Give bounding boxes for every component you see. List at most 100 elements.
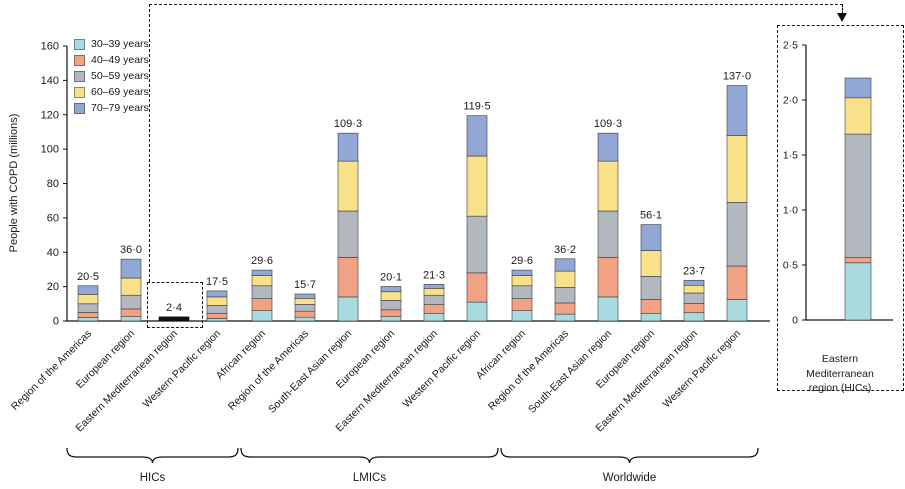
- bar-segment: [294, 298, 316, 305]
- legend: 30–39 years 40–49 years 50–59 years 60–6…: [74, 38, 149, 114]
- bar-segment: [251, 298, 273, 311]
- bar-total-label: 56·1: [640, 210, 662, 222]
- bar-segment: [640, 250, 662, 277]
- bar-total-label: 109·3: [334, 118, 362, 130]
- inset-caption: Eastern Mediterranean region (HICs): [806, 353, 874, 395]
- bar-segment: [77, 285, 99, 295]
- bar-total-label: 21·3: [423, 269, 445, 281]
- connector-dashed-vertical: [149, 4, 150, 282]
- legend-item-70-79: 70–79 years: [74, 102, 149, 114]
- bar-segment: [380, 300, 402, 311]
- bar-segment: [337, 160, 359, 212]
- bar-segment: [683, 312, 705, 322]
- y-tick-label: 140: [41, 75, 59, 87]
- inset-y-tick-label: 0: [792, 315, 798, 327]
- bar-segment: [423, 284, 445, 289]
- bar-segment: [337, 257, 359, 298]
- bar-segment: [77, 312, 99, 318]
- bar-segment: [120, 294, 142, 310]
- bar-total-label: 36·2: [554, 244, 576, 256]
- inset-bar-segment: [844, 77, 872, 99]
- x-axis-label: Western Pacific region: [660, 328, 743, 411]
- x-axis-label: Western Pacific region: [140, 328, 223, 411]
- group-brace: [66, 447, 239, 464]
- bar-segment: [337, 210, 359, 258]
- bar-segment: [726, 202, 748, 267]
- y-tick-label: 60: [47, 212, 59, 224]
- highlight-box-eastern-mediterranean-hics: [147, 282, 203, 328]
- bar-total-label: 15·7: [294, 279, 316, 291]
- bar-total-label: 2·4: [166, 302, 182, 314]
- bar-segment: [554, 313, 576, 322]
- legend-item-60-69: 60–69 years: [74, 86, 149, 98]
- bar-total-label: 109·3: [594, 118, 622, 130]
- legend-item-40-49: 40–49 years: [74, 54, 149, 66]
- bar-segment: [206, 296, 228, 306]
- y-tick-label: 160: [41, 41, 59, 53]
- bar-segment: [597, 132, 619, 162]
- bar-segment: [120, 316, 142, 322]
- bar-segment: [120, 308, 142, 318]
- bar-total-label: 23·7: [683, 265, 705, 277]
- x-axis-label: South-East Asian region: [266, 328, 354, 416]
- y-tick-label: 100: [41, 144, 59, 156]
- inset-panel: [777, 25, 904, 391]
- bar-total-label: 20·5: [77, 271, 99, 283]
- bar-segment: [554, 287, 576, 304]
- bar-segment: [251, 269, 273, 276]
- bar-total-label: 137·0: [723, 71, 751, 83]
- inset-y-tick-label: 1·5: [783, 150, 798, 162]
- inset-y-tick-label: 0·5: [783, 260, 798, 272]
- bar-segment: [337, 296, 359, 322]
- bar-total-label: 36·0: [120, 244, 142, 256]
- bar-segment: [683, 292, 705, 304]
- bar-segment: [77, 294, 99, 305]
- bar-segment: [511, 298, 533, 311]
- bar-segment: [597, 257, 619, 298]
- legend-swatch-50-59: [74, 70, 85, 82]
- bar-segment: [206, 290, 228, 298]
- bar-segment: [206, 312, 228, 319]
- legend-swatch-30-39: [74, 38, 85, 50]
- bar-segment: [380, 291, 402, 301]
- bar-segment: [294, 293, 316, 299]
- bar-segment: [511, 310, 533, 322]
- y-tick-label: 40: [47, 247, 59, 259]
- bar-segment: [511, 275, 533, 287]
- bar-segment: [466, 155, 488, 217]
- legend-item-50-59: 50–59 years: [74, 70, 149, 82]
- legend-swatch-40-49: [74, 54, 85, 66]
- inset-y-tick-label: 2·5: [783, 40, 798, 52]
- bar-segment: [726, 265, 748, 300]
- x-axis-label: Region of the Americas: [9, 328, 94, 413]
- bar-segment: [640, 276, 662, 300]
- bar-segment: [423, 294, 445, 305]
- inset-bar-segment: [844, 97, 872, 135]
- bar-segment: [206, 305, 228, 314]
- legend-item-30-39: 30–39 years: [74, 38, 149, 50]
- legend-swatch-60-69: [74, 86, 85, 98]
- legend-label-70-79: 70–79 years: [91, 102, 149, 114]
- bar-segment: [466, 272, 488, 303]
- bar-segment: [251, 310, 273, 322]
- bar-segment: [683, 279, 705, 286]
- bar-total-label: 29·6: [511, 255, 533, 267]
- bar-segment: [640, 299, 662, 314]
- bar-segment: [77, 303, 99, 313]
- bar-segment: [466, 115, 488, 157]
- connector-dashed-horizontal: [149, 4, 843, 5]
- bar-segment: [554, 258, 576, 272]
- bar-segment: [640, 312, 662, 322]
- bar-segment: [597, 296, 619, 322]
- y-axis-label: People with COPD (millions): [8, 113, 20, 253]
- y-tick-label: 20: [47, 281, 59, 293]
- y-tick-label: 80: [47, 178, 59, 190]
- group-label: LMICs: [353, 472, 386, 484]
- bar-segment: [597, 160, 619, 212]
- arrow-down-icon: [837, 13, 847, 22]
- bar-segment: [466, 215, 488, 274]
- group-brace: [240, 447, 499, 464]
- bar-segment: [294, 304, 316, 312]
- bar-segment: [597, 210, 619, 258]
